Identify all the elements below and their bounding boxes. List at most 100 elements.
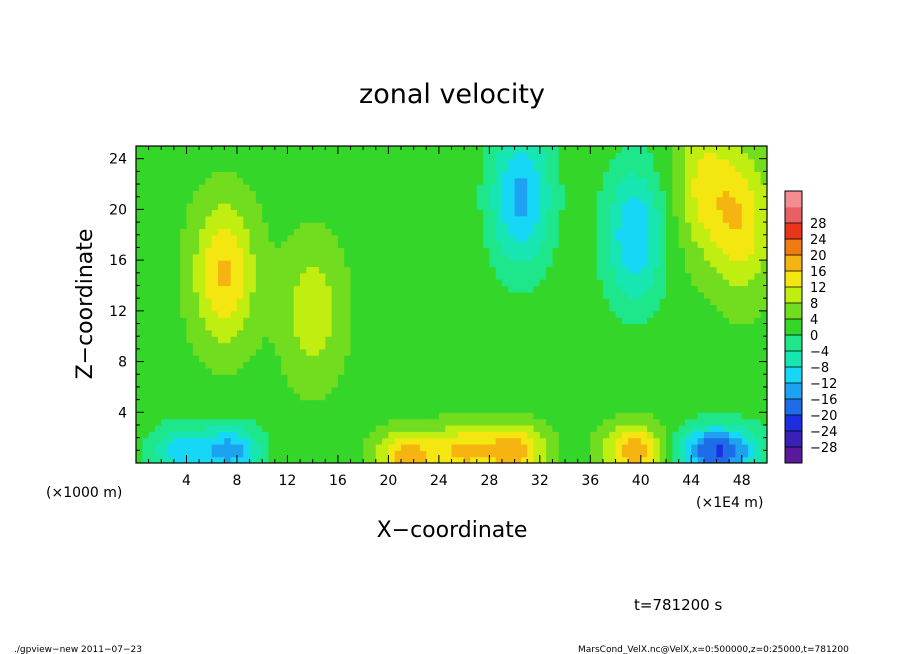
heatmap-cell — [211, 228, 219, 236]
heatmap-cell — [722, 209, 730, 217]
heatmap-cell — [741, 329, 749, 337]
heatmap-cell — [552, 234, 560, 242]
heatmap-cell — [640, 203, 648, 210]
heatmap-cell — [722, 291, 730, 299]
heatmap-cell — [533, 393, 541, 401]
heatmap-cell — [748, 241, 755, 249]
heatmap-cell — [691, 393, 699, 401]
heatmap-cell — [621, 171, 629, 179]
heatmap-cell — [243, 146, 251, 153]
heatmap-cell — [653, 222, 661, 230]
heatmap-cell — [691, 272, 699, 280]
heatmap-cell — [590, 215, 598, 223]
heatmap-cell — [186, 177, 194, 185]
heatmap-cell — [167, 272, 175, 280]
heatmap-cell — [584, 260, 591, 268]
heatmap-cell — [142, 298, 150, 306]
heatmap-cell — [495, 291, 503, 299]
heatmap-cell — [356, 285, 364, 293]
heatmap-cell — [684, 342, 692, 350]
heatmap-cell — [741, 190, 749, 198]
heatmap-cell — [628, 443, 636, 451]
heatmap-cell — [401, 310, 408, 318]
heatmap-cell — [281, 393, 289, 401]
heatmap-cell — [230, 374, 238, 382]
heatmap-cell — [748, 412, 755, 420]
heatmap-cell — [546, 355, 554, 363]
heatmap-cell — [470, 184, 478, 191]
heatmap-cell — [539, 146, 547, 153]
heatmap-cell — [243, 165, 251, 172]
heatmap-cell — [735, 234, 743, 242]
heatmap-cell — [527, 374, 535, 382]
heatmap-cell — [754, 374, 762, 382]
heatmap-cell — [678, 431, 686, 439]
heatmap-cell — [741, 279, 749, 287]
heatmap-cell — [243, 228, 251, 236]
heatmap-cell — [375, 399, 383, 407]
heatmap-cell — [552, 158, 560, 166]
heatmap-cell — [666, 443, 673, 451]
heatmap-cell — [161, 424, 169, 432]
heatmap-cell — [722, 317, 730, 325]
heatmap-cell — [710, 291, 718, 299]
heatmap-cell — [621, 228, 629, 236]
heatmap-cell — [243, 196, 251, 204]
heatmap-cell — [697, 177, 705, 185]
heatmap-cell — [602, 361, 610, 369]
heatmap-cell — [438, 146, 446, 153]
heatmap-cell — [476, 450, 484, 458]
heatmap-cell — [401, 355, 408, 363]
heatmap-cell — [438, 367, 446, 375]
heatmap-cell — [363, 304, 371, 312]
heatmap-cell — [262, 418, 270, 426]
heatmap-cell — [274, 367, 282, 375]
heatmap-cell — [136, 152, 143, 160]
heatmap-cell — [571, 260, 579, 268]
heatmap-cell — [142, 228, 150, 236]
heatmap-cell — [495, 253, 503, 261]
heatmap-cell — [760, 374, 767, 382]
heatmap-cell — [293, 393, 301, 401]
heatmap-cell — [697, 348, 705, 356]
heatmap-cell — [457, 399, 465, 407]
heatmap-cell — [552, 266, 560, 274]
heatmap-cell — [287, 260, 295, 268]
heatmap-cell — [495, 272, 503, 280]
heatmap-cell — [703, 393, 711, 401]
heatmap-cell — [514, 203, 522, 210]
heatmap-cell — [218, 374, 225, 382]
heatmap-cell — [186, 234, 194, 242]
heatmap-cell — [628, 165, 636, 172]
heatmap-cell — [407, 196, 415, 204]
heatmap-cell — [647, 424, 655, 432]
heatmap-cell — [552, 165, 560, 172]
heatmap-cell — [722, 374, 730, 382]
heatmap-cell — [243, 310, 251, 318]
heatmap-cell — [401, 380, 408, 388]
heatmap-cell — [445, 215, 453, 223]
heatmap-cell — [495, 298, 503, 306]
heatmap-cell — [628, 196, 636, 204]
heatmap-cell — [274, 437, 282, 445]
heatmap-cell — [394, 298, 402, 306]
heatmap-cell — [741, 317, 749, 325]
heatmap-cell — [602, 304, 610, 312]
heatmap-cell — [438, 348, 446, 356]
heatmap-cell — [426, 234, 434, 242]
heatmap-cell — [287, 443, 295, 451]
heatmap-cell — [243, 323, 251, 331]
heatmap-cell — [653, 348, 661, 356]
heatmap-cell — [445, 393, 453, 401]
heatmap-cell — [218, 329, 225, 337]
heatmap-cell — [552, 456, 560, 463]
heatmap-cell — [154, 418, 162, 426]
heatmap-cell — [173, 298, 181, 306]
heatmap-cell — [546, 285, 554, 293]
heatmap-cell — [350, 386, 358, 394]
heatmap-cell — [173, 380, 181, 388]
heatmap-cell — [136, 298, 143, 306]
heatmap-cell — [350, 171, 358, 179]
heatmap-cell — [483, 456, 490, 463]
heatmap-cell — [451, 431, 459, 439]
